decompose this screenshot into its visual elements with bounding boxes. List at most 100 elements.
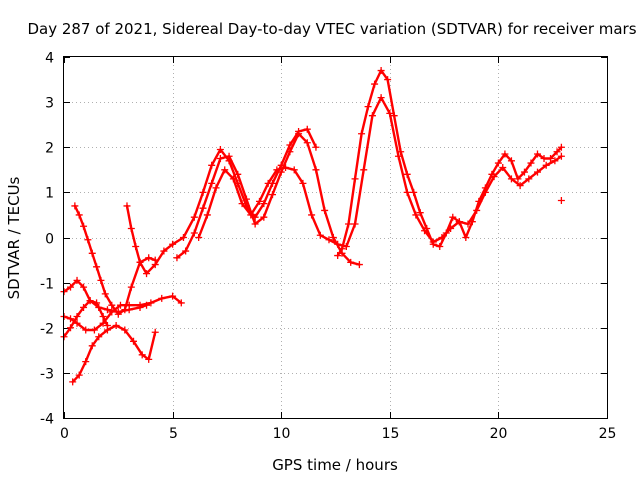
x-axis-label: GPS time / hours [272,456,398,474]
data-point-marker [525,175,533,183]
data-point-marker [169,240,177,248]
data-point-marker [325,236,333,244]
data-point-marker [121,306,129,314]
data-point-marker [364,103,372,111]
data-point-marker [316,231,324,239]
x-tick-label: 0 [60,426,69,442]
data-point-marker [169,292,177,300]
data-point-marker [507,157,515,165]
data-point-marker [557,152,565,160]
data-point-marker [95,333,103,341]
y-tick-label: -4 [40,412,54,428]
data-point-marker [93,299,101,307]
x-tick-label: 5 [169,426,178,442]
series-track-4 [60,297,111,341]
data-point-marker [540,155,548,163]
data-point-marker [123,202,131,210]
data-point-marker [273,166,281,174]
data-point-marker [93,263,101,271]
x-tick-label: 10 [273,426,291,442]
data-point-marker [75,371,83,379]
data-point-marker [216,155,224,163]
data-point-marker [355,261,363,269]
data-point-marker [455,218,463,226]
data-point-marker [264,179,272,187]
data-point-marker [132,243,140,251]
data-point-marker [67,283,75,291]
data-point-marker [90,326,98,334]
data-point-marker [351,220,359,228]
data-point-marker [101,290,109,298]
data-point-marker [429,240,437,248]
series-track-7 [173,130,363,269]
y-tick-label: 4 [45,51,54,67]
data-point-marker [345,220,353,228]
data-point-marker [312,143,320,151]
data-point-marker [145,355,153,363]
data-point-marker [147,299,155,307]
data-point-marker [527,159,535,167]
series-track-line [62,299,109,338]
data-point-marker [103,321,111,329]
data-point-marker [138,351,146,359]
data-point-marker [80,303,88,311]
data-point-marker [114,310,122,318]
data-point-marker [436,243,444,251]
data-point-marker [282,164,290,172]
y-tick-label: 2 [45,141,54,157]
series-track-line [71,324,157,384]
series-track-5 [71,202,159,318]
data-point-marker [182,247,190,255]
data-point-marker [286,148,294,156]
y-tick-label: 3 [45,96,54,112]
data-point-marker [494,159,502,167]
data-point-marker [303,125,311,133]
data-point-marker [88,249,96,257]
data-point-marker [303,139,311,147]
data-point-marker [368,112,376,120]
data-point-marker [108,301,116,309]
data-point-marker [321,206,329,214]
data-point-marker [557,196,565,204]
data-point-marker [97,276,105,284]
series-track-line [73,204,157,316]
y-tick-label: -2 [40,322,54,338]
data-point-marker [255,197,263,205]
data-point-marker [260,213,268,221]
data-point-marker [449,213,457,221]
data-point-marker [251,220,259,228]
data-point-marker [130,337,138,345]
data-series [60,67,565,386]
data-point-marker [516,182,524,190]
data-point-marker [553,148,561,156]
y-tick-label: -1 [40,277,54,293]
data-point-marker [468,218,476,226]
data-point-marker [212,184,220,192]
data-point-marker [82,326,90,334]
data-point-marker [158,294,166,302]
x-tick-label: 15 [382,426,400,442]
data-point-marker [499,164,507,172]
data-point-marker [360,166,368,174]
data-point-marker [67,324,75,332]
data-point-marker [73,319,81,327]
data-point-marker [225,152,233,160]
data-point-marker [229,175,237,183]
data-point-marker [299,179,307,187]
data-point-marker [269,191,277,199]
data-point-marker [88,342,96,350]
series-track-8 [195,94,565,251]
data-point-marker [342,243,350,251]
data-point-marker [177,299,185,307]
data-point-marker [533,168,541,176]
series-isolated-points [557,196,565,204]
data-point-marker [208,161,216,169]
series-track-line [62,295,183,332]
y-tick-label: 1 [45,186,54,202]
data-point-marker [67,315,75,323]
data-point-marker [86,297,94,305]
data-point-marker [334,240,342,248]
data-point-marker [377,67,385,75]
data-point-marker [136,258,144,266]
